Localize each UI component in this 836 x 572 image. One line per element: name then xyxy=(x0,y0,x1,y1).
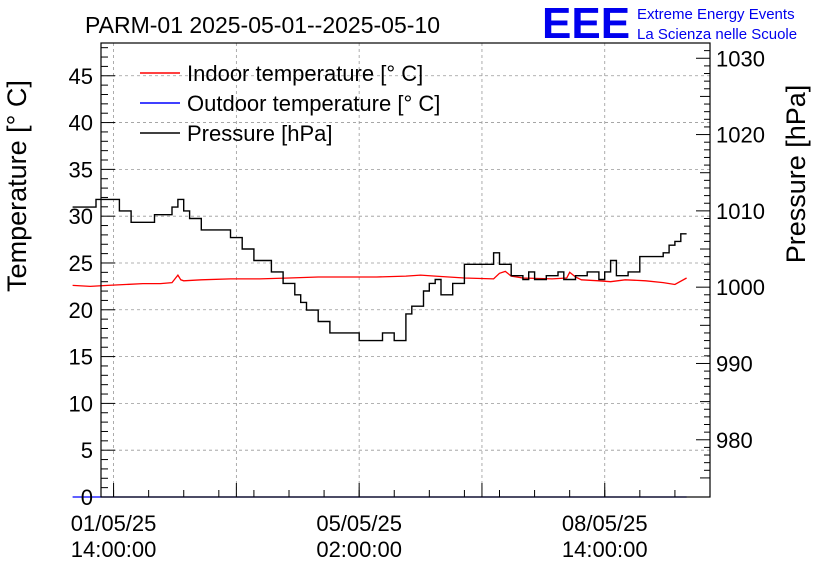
eee-logo-line1: Extreme Energy Events xyxy=(637,6,795,23)
y-tick-label-right: 1010 xyxy=(716,199,765,224)
legend-label-1: Indoor temperature [° C] xyxy=(187,61,423,86)
x-tick-label-date: 05/05/25 xyxy=(316,511,402,536)
chart-title: PARM-01 2025-05-01--2025-05-10 xyxy=(85,12,440,38)
x-tick-label-time: 02:00:00 xyxy=(316,537,402,562)
y-tick-label-left: 25 xyxy=(69,251,93,276)
y-tick-label-right: 1020 xyxy=(716,123,765,148)
x-tick-label-time: 14:00:00 xyxy=(562,537,648,562)
legend: Indoor temperature [° C] Outdoor temperat… xyxy=(140,61,440,146)
series-line-1 xyxy=(72,270,687,288)
y-tick-label-right: 980 xyxy=(716,428,753,453)
y-tick-label-left: 35 xyxy=(69,157,93,182)
eee-logo-mark: EEE xyxy=(542,0,630,48)
y-tick-label-left: 30 xyxy=(69,204,93,229)
x-tick-label-date: 08/05/25 xyxy=(562,511,648,536)
y-tick-label-right: 1030 xyxy=(716,46,765,71)
y-tick-label-right: 1000 xyxy=(716,275,765,300)
y-tick-label-left: 40 xyxy=(69,111,93,136)
y-tick-label-right: 990 xyxy=(716,351,753,376)
y-axis-label-right: Pressure [hPa] xyxy=(781,85,811,264)
grid xyxy=(101,43,710,497)
y-tick-label-left: 10 xyxy=(69,391,93,416)
y-axis-label-left: Temperature [° C] xyxy=(2,80,32,292)
y-tick-label-left: 0 xyxy=(81,485,93,510)
x-tick-label-date: 01/05/25 xyxy=(71,511,157,536)
eee-logo: EEE Extreme Energy Events La Scienza nel… xyxy=(542,0,797,48)
series-layer xyxy=(72,198,687,498)
y-tick-label-left: 15 xyxy=(69,345,93,370)
axes: 0 5 10 15 20 25 30 35 40 45 980 990 1000 1010 1020 1030… xyxy=(69,42,765,562)
legend-label-3: Pressure [hPa] xyxy=(187,121,333,146)
y-tick-label-left: 5 xyxy=(81,438,93,463)
y-tick-label-left: 20 xyxy=(69,298,93,323)
plot-frame xyxy=(100,42,711,498)
eee-logo-line2: La Scienza nelle Scuole xyxy=(637,26,797,43)
legend-label-2: Outdoor temperature [° C] xyxy=(187,91,440,116)
y-tick-label-left: 45 xyxy=(69,64,93,89)
x-tick-label-time: 14:00:00 xyxy=(71,537,157,562)
series-line-3 xyxy=(72,198,687,342)
